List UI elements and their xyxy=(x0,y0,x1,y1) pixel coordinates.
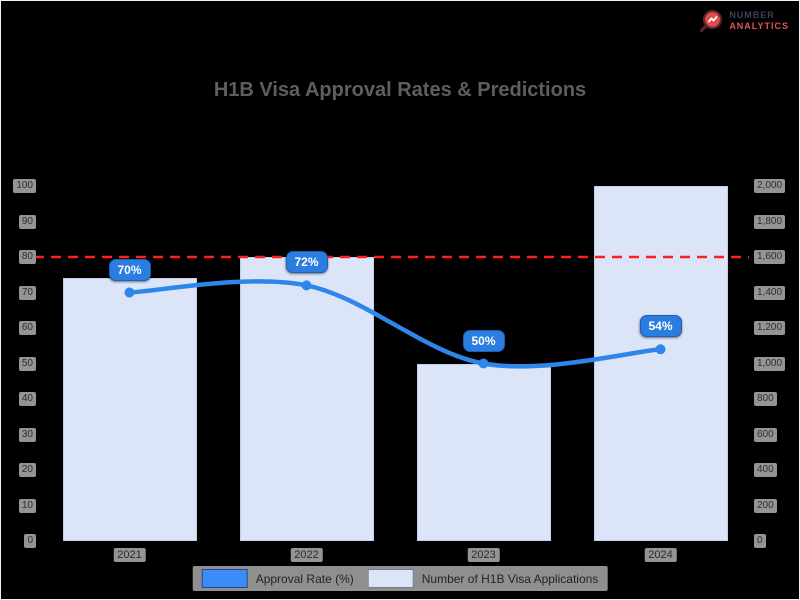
x-axis-label-2021: 2021 xyxy=(113,548,146,562)
left-axis-tick: 30 xyxy=(18,427,36,442)
legend-item-0: Approval Rate (%) xyxy=(201,569,354,588)
right-axis-tick: 1,400 xyxy=(754,285,786,300)
brand-name: NUMBER ANALYTICS xyxy=(729,10,789,31)
right-axis-tick: 1,800 xyxy=(754,214,786,229)
left-axis-tick: 40 xyxy=(18,392,36,406)
x-axis-label-2023: 2023 xyxy=(467,548,500,562)
right-axis-tick: 1,200 xyxy=(754,321,786,335)
right-axis-tick: 200 xyxy=(754,498,777,513)
left-axis-tick: 0 xyxy=(24,534,36,548)
right-axis-tick: 1,600 xyxy=(754,250,786,264)
right-axis-ticks: 2,000 1,800 1,600 1,400 1,200 1,000 800 600 400 2… xyxy=(754,1,796,599)
trend-line xyxy=(127,279,663,369)
left-axis-tick: 50 xyxy=(18,356,36,371)
legend-item-1: Number of H1B Visa Applications xyxy=(367,569,599,588)
data-point-2021 xyxy=(124,287,135,298)
left-axis-tick: 100 xyxy=(13,179,36,193)
right-axis-tick: 0 xyxy=(754,534,766,548)
legend-swatch-1 xyxy=(367,569,414,588)
x-axis-label-2022: 2022 xyxy=(290,548,323,562)
right-axis-tick: 1,000 xyxy=(754,356,786,371)
left-axis-tick: 60 xyxy=(18,321,36,335)
data-point-2022 xyxy=(301,280,312,291)
trend-line-layer xyxy=(34,255,749,369)
left-axis-tick: 80 xyxy=(18,250,36,264)
x-axis-label-2024: 2024 xyxy=(644,548,677,562)
point-label-2024: 54% xyxy=(639,315,682,338)
brand-name-line1: NUMBER xyxy=(729,10,775,21)
right-axis-tick: 800 xyxy=(754,392,777,406)
point-label-2022: 72% xyxy=(285,251,328,274)
legend-swatch-0 xyxy=(201,569,248,588)
legend-label-1: Number of H1B Visa Applications xyxy=(421,571,599,586)
right-axis-tick: 600 xyxy=(754,427,777,442)
left-axis-tick: 10 xyxy=(18,498,36,513)
brand-name-line2: ANALYTICS xyxy=(729,21,789,31)
legend: Approval Rate (%) Number of H1B Visa Appl… xyxy=(192,566,608,591)
point-label-2023: 50% xyxy=(462,329,505,352)
data-point-2023 xyxy=(478,358,489,369)
bar-2024 xyxy=(593,186,728,541)
left-axis-ticks: 100 90 80 70 60 50 40 30 20 10 0 xyxy=(6,1,36,599)
data-point-2024 xyxy=(655,344,666,355)
bar-2022 xyxy=(239,257,374,541)
chart-title: H1B Visa Approval Rates & Predictions xyxy=(213,79,587,101)
left-axis-tick: 90 xyxy=(18,214,36,229)
left-axis-tick: 70 xyxy=(18,285,36,300)
brand-logo: NUMBER ANALYTICS xyxy=(698,8,789,34)
magnifier-chart-icon xyxy=(700,9,723,33)
right-axis-tick: 2,000 xyxy=(754,179,786,193)
left-axis-tick: 20 xyxy=(18,463,36,477)
plot-area: 70% 72% 50% 54% xyxy=(34,171,749,541)
bar-2021 xyxy=(62,278,197,541)
right-axis-tick: 400 xyxy=(754,463,777,477)
legend-label-0: Approval Rate (%) xyxy=(255,571,354,586)
point-label-2021: 70% xyxy=(108,258,151,281)
